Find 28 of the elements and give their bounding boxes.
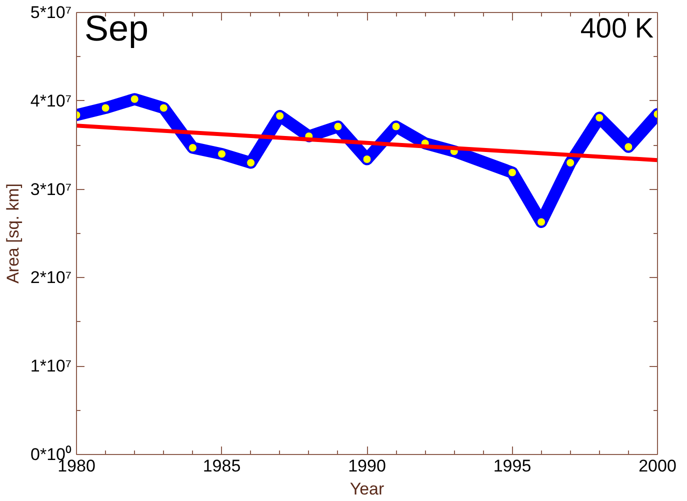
point xyxy=(101,104,110,112)
x-tick-label: 1990 xyxy=(348,456,386,476)
point xyxy=(508,168,516,177)
point xyxy=(218,150,226,158)
point xyxy=(276,112,284,120)
y-tick-label: 1*10⁷ xyxy=(30,356,72,376)
point xyxy=(159,104,168,112)
annotation: 400 K xyxy=(580,12,654,44)
y-tick-label: 3*10⁷ xyxy=(30,180,72,199)
y-tick-label: 2*10⁷ xyxy=(30,268,72,288)
x-tick-label: 1985 xyxy=(202,456,241,476)
point xyxy=(362,155,372,164)
point xyxy=(624,142,633,152)
x-axis-title: Year xyxy=(350,480,385,498)
point xyxy=(537,218,546,226)
x-tick-label: 1995 xyxy=(493,456,532,476)
y-axis-title: Area [sq. km] xyxy=(3,183,22,284)
point xyxy=(246,158,256,168)
point xyxy=(130,94,139,104)
annotation: Sep xyxy=(84,8,149,48)
point xyxy=(566,158,575,168)
point xyxy=(392,122,400,131)
y-tick-label: 5*10⁷ xyxy=(30,3,72,22)
x-tick-label: 2000 xyxy=(638,456,676,476)
point xyxy=(595,113,604,122)
y-tick-label: 4*10⁷ xyxy=(30,91,72,110)
point xyxy=(334,122,342,131)
point xyxy=(188,144,197,152)
